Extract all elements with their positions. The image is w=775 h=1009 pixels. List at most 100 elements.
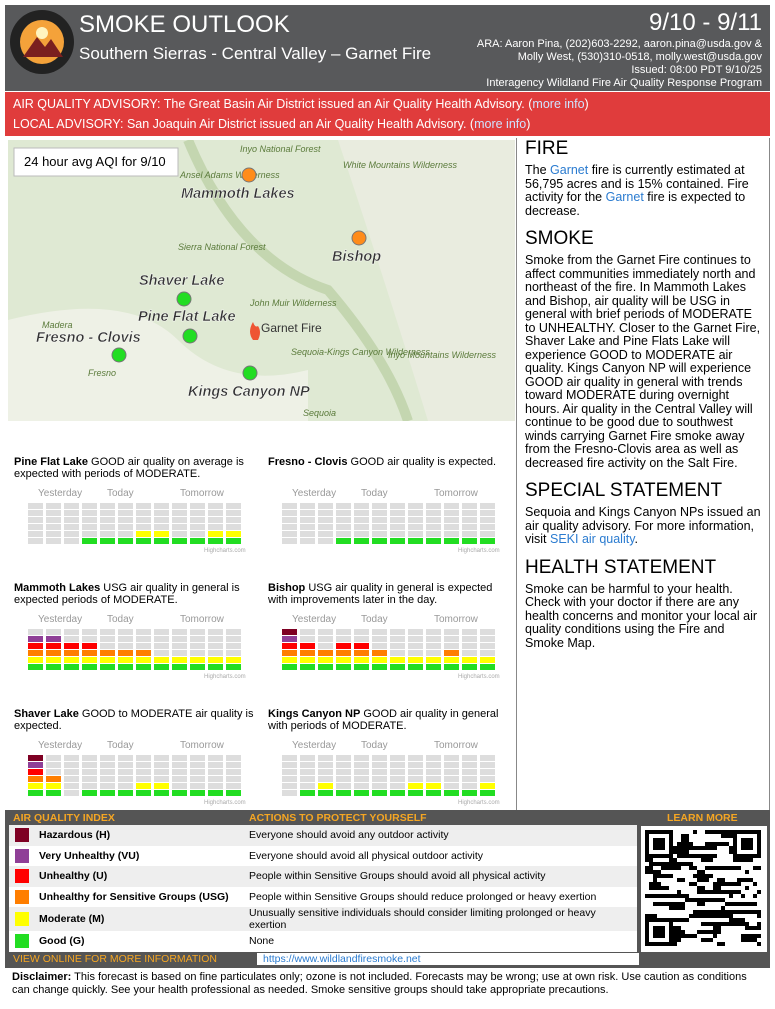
aqi-segment [462, 769, 477, 775]
aqi-column [64, 503, 79, 544]
qr-module [645, 930, 649, 934]
qr-module [745, 830, 749, 834]
qr-module [753, 910, 757, 914]
qr-module [669, 874, 673, 878]
heading: SPECIAL STATEMENT [525, 480, 723, 501]
qr-module [717, 866, 721, 870]
aqi-segment [336, 783, 351, 789]
qr-module [685, 838, 689, 842]
aqi-column [64, 755, 79, 796]
aqi-column [408, 629, 423, 670]
aqi-segment [118, 650, 133, 656]
aqi-segment [354, 783, 369, 789]
qr-module [677, 846, 681, 850]
aqi-segment [82, 776, 97, 782]
aqi-segment [154, 538, 169, 544]
forecast-text: Mammoth Lakes USG air quality in general… [14, 582, 259, 608]
aqi-segment [118, 538, 133, 544]
qr-module [717, 926, 721, 930]
qr-module [689, 846, 693, 850]
aqi-segment [480, 664, 495, 670]
aqi-segment [100, 517, 115, 523]
qr-module [673, 866, 677, 870]
more-info-link[interactable]: more info [532, 97, 585, 111]
aqi-segment [46, 776, 61, 782]
aqi-segment [100, 510, 115, 516]
qr-module [725, 830, 729, 834]
url-link[interactable]: https://www.wildlandfiresmoke.net [257, 953, 639, 965]
qr-module [745, 854, 749, 858]
qr-module [685, 834, 689, 838]
qr-module [749, 902, 753, 906]
aqi-segment [226, 783, 241, 789]
map-marker [182, 328, 198, 344]
aqi-column [318, 755, 333, 796]
qr-module [701, 930, 705, 934]
qr-module [677, 850, 681, 854]
qr-module [669, 930, 673, 934]
aqi-segment [462, 503, 477, 509]
qr-module [721, 878, 725, 882]
fire-link[interactable]: Garnet [605, 190, 644, 204]
seki-link[interactable]: SEKI air quality [550, 532, 635, 546]
qr-module [653, 894, 657, 898]
aqi-column [118, 629, 133, 670]
aqi-column [64, 629, 79, 670]
qr-module [701, 914, 705, 918]
qr-code[interactable] [641, 826, 767, 952]
qr-module [701, 846, 705, 850]
aqi-segment [300, 636, 315, 642]
aqi-segment [390, 531, 405, 537]
aqi-segment [154, 790, 169, 796]
credit: Highcharts.com [204, 548, 246, 554]
aqi-segment [172, 657, 187, 663]
aqi-column [336, 503, 351, 544]
qr-module [757, 922, 761, 926]
aqi-segment [336, 790, 351, 796]
text: Sequoia and Kings Canyon NPs issued an a… [525, 505, 761, 546]
aqi-segment [100, 629, 115, 635]
qr-module [749, 878, 753, 882]
aqi-segment [136, 790, 151, 796]
aqi-segment [282, 650, 297, 656]
more-info-link[interactable]: more info [474, 117, 527, 131]
aqi-cell: Good (G) [9, 931, 243, 952]
aqi-segment [354, 755, 369, 761]
aqi-segment [480, 517, 495, 523]
qr-module [649, 886, 653, 890]
aqi-segment [226, 790, 241, 796]
forecast: Mammoth Lakes USG air quality in general… [14, 582, 259, 680]
aqi-segment [136, 755, 151, 761]
aqi-segment [408, 762, 423, 768]
qr-module [737, 902, 741, 906]
logo [10, 10, 74, 74]
aqi-segment [172, 636, 187, 642]
qr-module [657, 870, 661, 874]
aqi-segment [82, 783, 97, 789]
qr-module [677, 938, 681, 942]
aqi-cell: Unhealthy (U) [9, 866, 243, 887]
qr-module [681, 894, 685, 898]
qr-module [709, 910, 713, 914]
qr-module [649, 942, 653, 946]
aqi-segment [282, 524, 297, 530]
aqi-segment [282, 538, 297, 544]
aqi-segment [28, 657, 43, 663]
aqi-segment [300, 629, 315, 635]
aqi-column [28, 755, 43, 796]
aqi-segment [208, 657, 223, 663]
qr-module [733, 830, 737, 834]
qr-module [665, 854, 669, 858]
legend: Hazardous (H) Everyone should avoid any o… [5, 810, 770, 968]
qr-module [717, 882, 721, 886]
qr-module [757, 910, 761, 914]
qr-module [645, 830, 649, 834]
fire-link[interactable]: Garnet [550, 163, 589, 177]
qr-module [749, 934, 753, 938]
aqi-segment [226, 769, 241, 775]
aqi-segment [390, 650, 405, 656]
aqi-column [390, 503, 405, 544]
qr-module [753, 894, 757, 898]
aqi-segment [154, 531, 169, 537]
qr-module [705, 922, 709, 926]
